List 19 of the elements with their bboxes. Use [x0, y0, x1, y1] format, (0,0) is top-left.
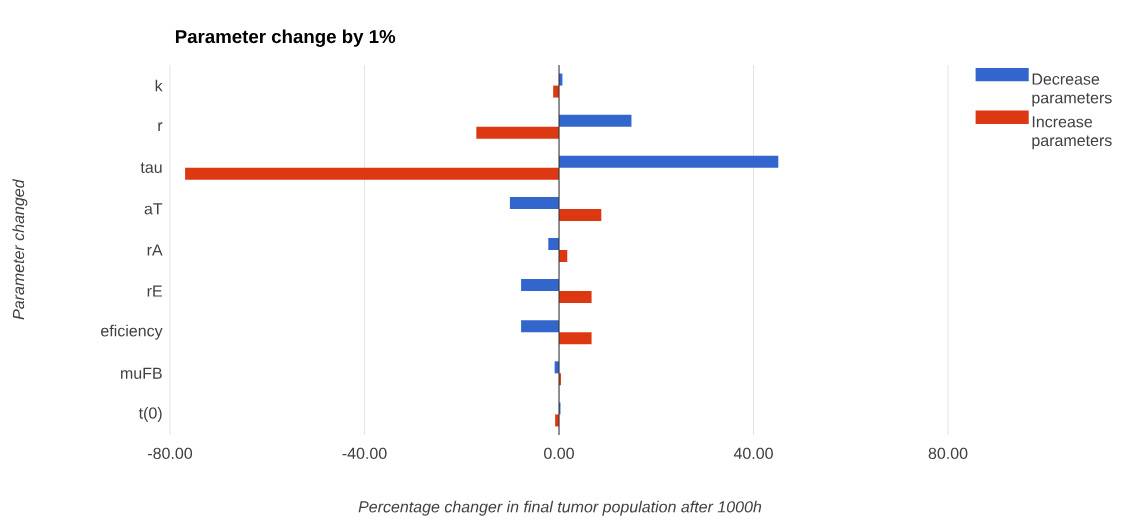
- y-tick-label: aT: [144, 203, 163, 215]
- y-tick-label: r: [158, 122, 163, 131]
- x-axis-title: Percentage changer in final tumor population after 1000h: [358, 500, 762, 516]
- x-tick-label: 40.00: [733, 447, 773, 460]
- y-tick-label: k: [155, 79, 163, 92]
- y-tick-label: rE: [147, 285, 162, 297]
- y-tick-label: eficiency: [101, 324, 163, 340]
- y-tick-label: rA: [147, 244, 163, 256]
- legend-label: Decrease parameters: [1032, 73, 1112, 107]
- y-axis-title: Parameter changed: [12, 178, 28, 320]
- y-tick-label: t(0): [138, 406, 162, 422]
- x-tick-label: 0.00: [544, 447, 574, 460]
- y-tick-label: muFB: [121, 367, 162, 379]
- x-tick-label: 80.00: [928, 447, 968, 460]
- legend-label: Increase parameters: [1032, 116, 1112, 150]
- x-tick-label: -80.00: [148, 447, 193, 460]
- x-tick-label: -40.00: [342, 447, 387, 460]
- chart-title: Parameter change by 1%: [175, 29, 396, 47]
- y-tick-label: tau: [140, 162, 162, 174]
